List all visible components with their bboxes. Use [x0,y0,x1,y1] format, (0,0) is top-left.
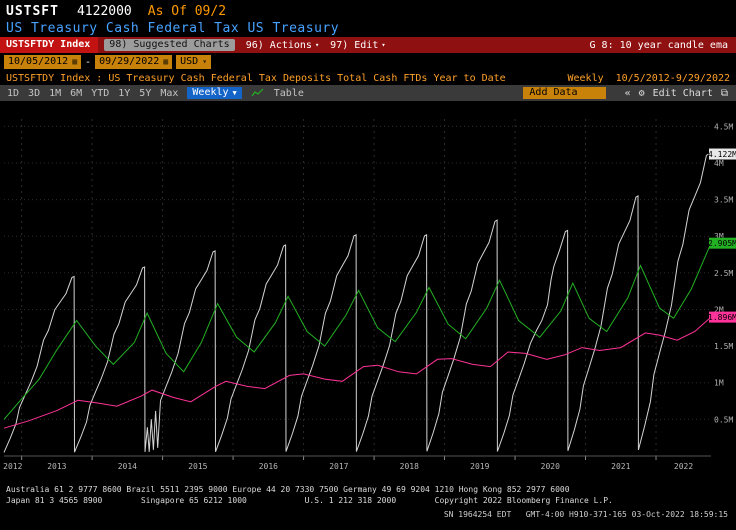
period-button-5y[interactable]: 5Y [139,87,152,99]
as-of-date: As Of 09/2 [147,3,227,19]
terminal-footer: Australia 61 2 9777 8600 Brazil 5511 239… [0,481,736,520]
end-date-field[interactable]: 09/29/2022 ▦ [95,55,173,69]
security-description: US Treasury Cash Federal Tax US Treasury [6,20,340,36]
last-value-marker [709,311,736,323]
collapse-panel-icon[interactable]: « [624,87,631,99]
calendar-icon: ▦ [72,57,78,66]
y-axis-tick-label: 2.5M [714,269,733,278]
edit-menu[interactable]: 97) Edit ▾ [330,40,385,51]
snapshot-icon[interactable]: ⧉ [720,87,728,99]
footer-session-info: SN 1964254 EDT GMT-4:00 H910-371-165 03-… [443,510,728,519]
period-button-1d[interactable]: 1D [7,87,20,99]
gear-icon[interactable]: ⚙ [638,87,645,99]
y-axis-tick-label: 1.5M [714,342,733,351]
chart-frequency-label: Weekly [567,72,604,84]
end-date-value: 09/29/2022 [99,56,160,67]
function-toolbar: USTSFTDY Index 98) Suggested Charts 96) … [0,37,736,53]
chevron-down-icon: ▾ [381,41,386,49]
period-button-1m[interactable]: 1M [49,87,62,99]
y-axis-tick-label: 0.5M [714,415,733,424]
frequency-value: Weekly [192,87,229,98]
currency-select[interactable]: USD ▾ [176,55,212,69]
x-axis-year-label: 2014 [118,462,137,471]
price-chart[interactable]: 0.5M 1M 1.5M 2M 2.5M 3M 3.5M 4M 4.5M 2012 2013 2014… [0,101,736,481]
chart-area[interactable]: 0.5M 1M 1.5M 2M 2.5M 3M 3.5M 4M 4.5M 2012 2013 2014… [0,101,736,481]
y-axis-tick-label: 1M [714,379,724,388]
footer-contacts-line2: Japan 81 3 4565 8900 Singapore 65 6212 1… [6,496,613,505]
chevron-down-icon: ▼ [232,88,237,97]
security-ticker: USTSFT [6,3,59,19]
actions-menu[interactable]: 96) Actions ▾ [246,40,319,51]
y-axis-tick-label: 4M [714,159,724,168]
x-axis-year-label: 2019 [470,462,489,471]
actions-menu-label: 96) Actions [245,39,312,51]
start-date-field[interactable]: 10/05/2012 ▦ [4,55,82,69]
x-axis-year-label: 2020 [541,462,560,471]
security-chip[interactable]: USTSFTDY Index [0,37,99,53]
overlay-line-ema-fast [3,243,712,420]
last-price: 4122000 [76,3,132,19]
add-data-button[interactable]: Add Data [523,87,606,99]
y-axis-tick-label: 2M [714,305,724,314]
x-axis-year-label: 2021 [611,462,630,471]
calendar-icon: ▦ [163,57,169,66]
range-dash: - [85,56,92,68]
period-button-1y[interactable]: 1Y [118,87,131,99]
x-axis-year-label: 2012 [3,462,22,471]
chevron-down-icon: ▾ [202,57,208,66]
x-axis-year-label: 2013 [47,462,66,471]
chart-toolbar: 1D 3D 1M 6M YTD 1Y 5Y Max Weekly ▼ Table… [0,85,736,101]
x-axis-year-label: 2017 [329,462,348,471]
period-button-max[interactable]: Max [160,87,179,99]
chart-title-row: USTSFTDY Index : US Treasury Cash Federa… [0,71,736,85]
period-button-3d[interactable]: 3D [28,87,41,99]
currency-value: USD [180,56,199,67]
frequency-select[interactable]: Weekly ▼ [187,87,242,99]
x-axis-year-label: 2015 [188,462,207,471]
overlay-line-ema-slow [3,316,712,429]
last-value-marker-label: 4.122M [708,150,736,159]
main-series-line [3,153,709,453]
period-button-6m[interactable]: 6M [70,87,83,99]
period-button-ytd[interactable]: YTD [91,87,110,99]
chart-range-label: 10/5/2012-9/29/2022 [615,72,730,84]
x-axis-year-label: 2016 [259,462,278,471]
edit-chart-button[interactable]: Edit Chart [652,87,713,99]
x-axis-year-label: 2018 [400,462,419,471]
start-date-value: 10/05/2012 [8,56,69,67]
last-value-marker [709,237,736,249]
last-value-marker-label: 1.896M [708,313,736,322]
last-value-marker-label: 2.905M [708,239,736,248]
chart-template-label: G 8: 10 year candle ema [589,39,728,51]
y-axis-tick-label: 3M [714,232,724,241]
y-axis-tick-label: 4.5M [714,122,733,131]
table-button[interactable]: Table [273,87,304,99]
footer-contacts-line1: Australia 61 2 9777 8600 Brazil 5511 239… [6,485,570,494]
suggested-charts-button[interactable]: 98) Suggested Charts [104,39,235,51]
line-chart-icon[interactable] [251,88,265,98]
x-axis-year-label: 2022 [674,462,693,471]
security-header-row: USTSFT 4122000 As Of 09/2 [0,0,736,19]
range-bar: 10/05/2012 ▦ - 09/29/2022 ▦ USD ▾ [0,53,736,71]
chart-title: USTSFTDY Index : US Treasury Cash Federa… [6,72,506,84]
edit-menu-label: 97) Edit [330,39,379,51]
y-axis-tick-label: 3.5M [714,196,733,205]
last-value-marker [709,148,736,160]
chevron-down-icon: ▾ [314,41,320,49]
